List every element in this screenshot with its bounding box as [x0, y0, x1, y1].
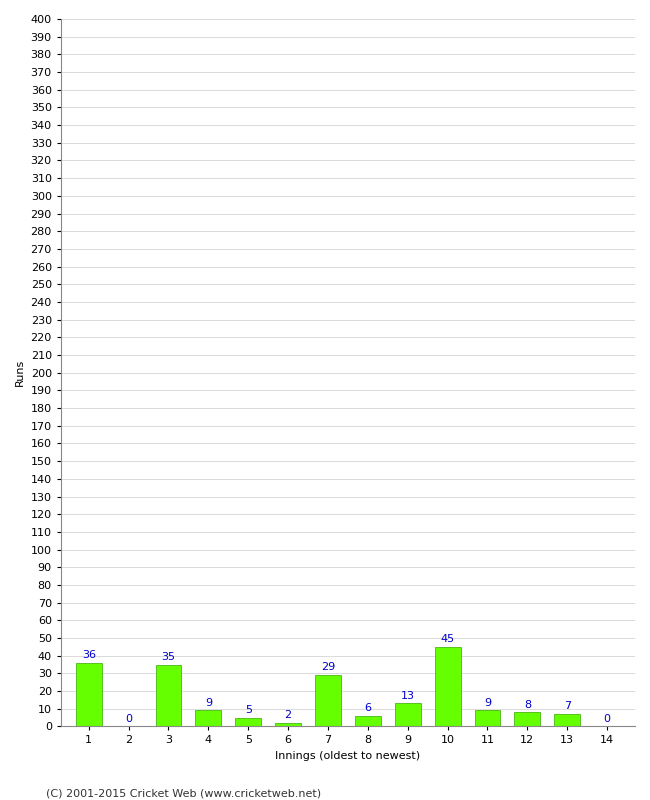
X-axis label: Innings (oldest to newest): Innings (oldest to newest) — [276, 751, 421, 761]
Text: 2: 2 — [285, 710, 292, 720]
Text: (C) 2001-2015 Cricket Web (www.cricketweb.net): (C) 2001-2015 Cricket Web (www.cricketwe… — [46, 788, 320, 798]
Text: 36: 36 — [82, 650, 96, 660]
Bar — [355, 716, 381, 726]
Bar — [514, 712, 540, 726]
Text: 7: 7 — [564, 702, 571, 711]
Text: 45: 45 — [441, 634, 454, 644]
Y-axis label: Runs: Runs — [15, 359, 25, 386]
Bar — [155, 665, 181, 726]
Bar — [554, 714, 580, 726]
Text: 13: 13 — [401, 690, 415, 701]
Bar — [235, 718, 261, 726]
Bar — [196, 710, 221, 726]
Text: 0: 0 — [125, 714, 132, 724]
Text: 35: 35 — [161, 652, 176, 662]
Text: 9: 9 — [205, 698, 212, 708]
Bar — [435, 647, 461, 726]
Text: 6: 6 — [365, 703, 371, 713]
Text: 29: 29 — [321, 662, 335, 673]
Text: 9: 9 — [484, 698, 491, 708]
Text: 8: 8 — [524, 700, 531, 710]
Text: 0: 0 — [604, 714, 610, 724]
Bar — [474, 710, 500, 726]
Bar — [275, 723, 301, 726]
Text: 5: 5 — [245, 705, 252, 715]
Bar — [315, 675, 341, 726]
Bar — [76, 662, 101, 726]
Bar — [395, 703, 421, 726]
